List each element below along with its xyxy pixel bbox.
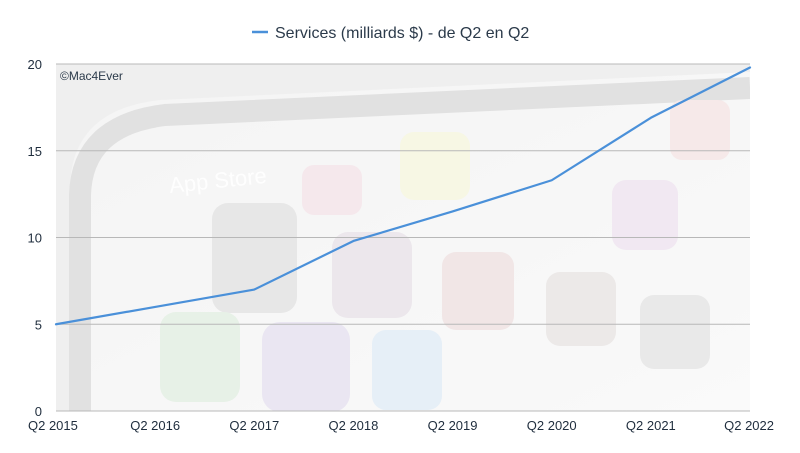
watermark: ©Mac4Ever [60,69,123,83]
y-tick-label: 5 [35,317,42,332]
x-tick-label: Q2 2022 [724,418,774,433]
y-tick-label: 15 [28,144,42,159]
y-tick-label: 10 [28,231,42,246]
x-tick-label: Q2 2019 [428,418,478,433]
x-tick-label: Q2 2016 [130,418,180,433]
x-tick-label: Q2 2020 [527,418,577,433]
legend-label: Services (milliards $) - de Q2 en Q2 [275,25,529,42]
y-tick-label: 0 [35,404,42,419]
y-tick-label: 20 [28,57,42,72]
x-axis-ticks: Q2 2015 Q2 2016 Q2 2017 Q2 2018 Q2 2019 Q2 20… [28,418,774,433]
series-line [54,66,752,326]
legend: Services (milliards $) - de Q2 en Q2 [252,25,529,42]
x-tick-label: Q2 2017 [229,418,279,433]
y-axis-ticks: 0 5 10 15 20 [28,57,42,419]
grid-lines [56,63,750,412]
x-tick-label: Q2 2018 [328,418,378,433]
x-tick-label: Q2 2021 [626,418,676,433]
series-group [54,66,752,326]
x-tick-label: Q2 2015 [28,418,78,433]
